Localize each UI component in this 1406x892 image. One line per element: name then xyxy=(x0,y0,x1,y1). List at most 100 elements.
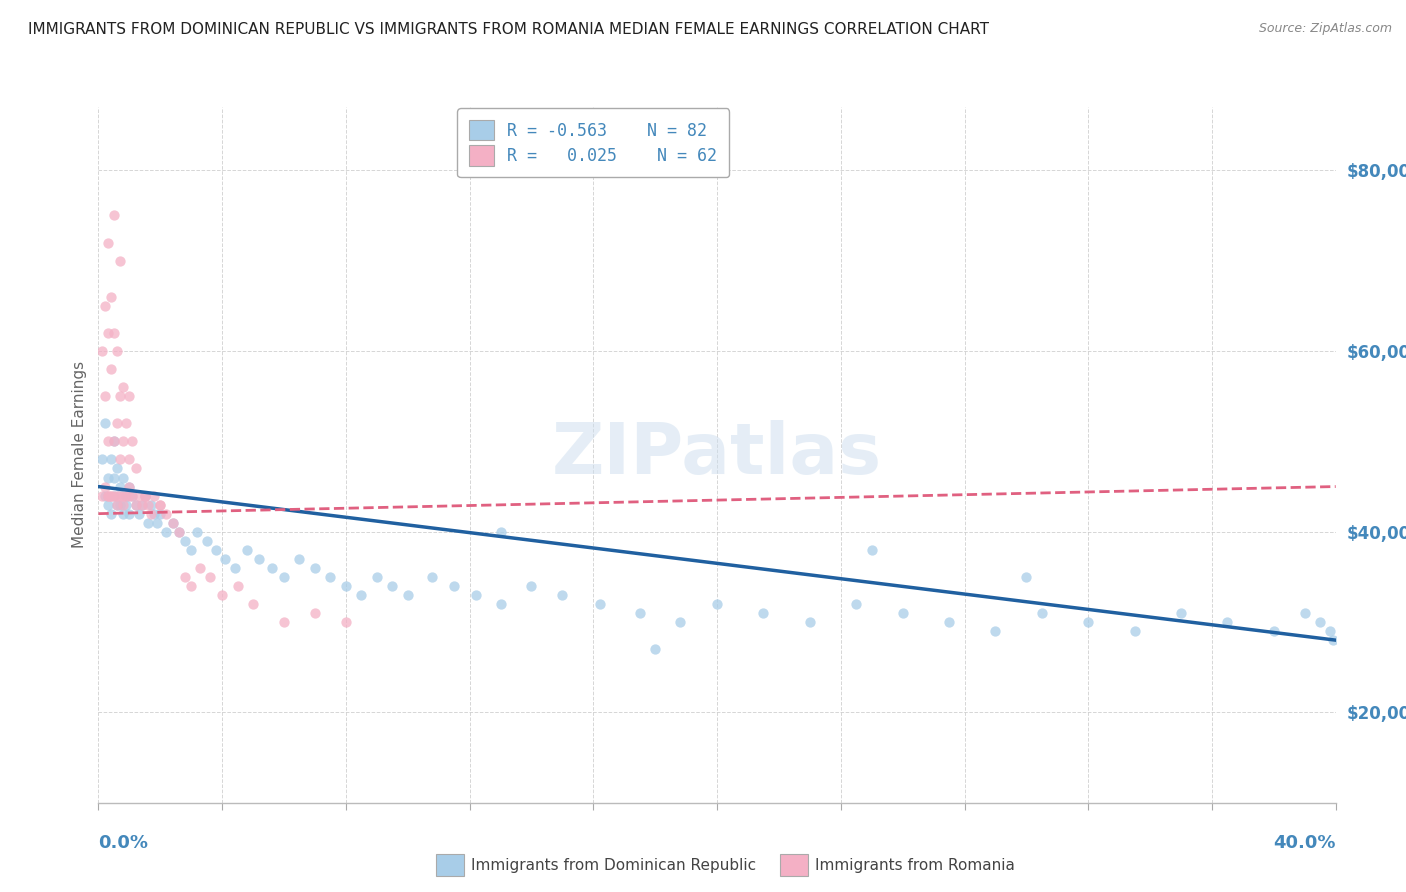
Point xyxy=(134,489,156,503)
Point xyxy=(90,452,112,467)
Point xyxy=(134,489,156,503)
Point xyxy=(149,498,172,512)
Point xyxy=(100,507,122,521)
Point xyxy=(319,570,342,584)
Point xyxy=(174,533,197,548)
Point xyxy=(644,642,666,657)
Point xyxy=(90,344,112,359)
Point xyxy=(131,498,153,512)
Point xyxy=(134,489,156,503)
Point xyxy=(149,507,172,521)
Point xyxy=(396,588,419,602)
Point xyxy=(226,579,249,593)
Point xyxy=(108,452,131,467)
Point xyxy=(139,498,162,512)
Point xyxy=(108,253,131,268)
Point xyxy=(335,579,357,593)
Point xyxy=(489,524,512,539)
Point xyxy=(97,326,120,340)
Point xyxy=(115,489,138,503)
Point xyxy=(105,417,128,431)
Point xyxy=(128,507,150,521)
Point xyxy=(100,452,122,467)
Point xyxy=(162,516,184,530)
Point xyxy=(108,479,131,493)
Point xyxy=(860,542,883,557)
Point xyxy=(304,606,326,620)
Point xyxy=(93,479,115,493)
Point xyxy=(799,615,821,629)
Point xyxy=(115,417,138,431)
Point xyxy=(100,489,122,503)
Point xyxy=(155,524,177,539)
Point xyxy=(1322,633,1344,648)
Point xyxy=(112,434,135,449)
Legend: R = -0.563    N = 82, R =   0.025    N = 62: R = -0.563 N = 82, R = 0.025 N = 62 xyxy=(457,109,730,178)
Point xyxy=(211,588,233,602)
Point xyxy=(115,489,138,503)
Point xyxy=(628,606,651,620)
Point xyxy=(105,461,128,475)
Point xyxy=(103,434,125,449)
Point xyxy=(112,498,135,512)
Point xyxy=(93,489,115,503)
Point xyxy=(108,489,131,503)
Point xyxy=(190,561,212,575)
Point xyxy=(891,606,914,620)
Point xyxy=(1216,615,1239,629)
Point xyxy=(149,498,172,512)
Point xyxy=(1170,606,1192,620)
Point xyxy=(93,389,115,403)
Point xyxy=(588,597,610,611)
Point xyxy=(93,417,115,431)
Point xyxy=(118,507,141,521)
Point xyxy=(214,551,236,566)
Point xyxy=(443,579,465,593)
Point xyxy=(108,389,131,403)
Point xyxy=(118,389,141,403)
Point xyxy=(121,489,143,503)
Point xyxy=(180,542,202,557)
Point xyxy=(97,498,120,512)
Point xyxy=(136,498,159,512)
Point xyxy=(139,507,162,521)
Point xyxy=(97,470,120,484)
Point xyxy=(186,524,208,539)
Point xyxy=(669,615,692,629)
Point xyxy=(103,470,125,484)
Point xyxy=(118,489,141,503)
Point xyxy=(146,516,169,530)
Point xyxy=(97,434,120,449)
Point xyxy=(1319,624,1341,639)
Point xyxy=(350,588,373,602)
Text: ZIPatlas: ZIPatlas xyxy=(553,420,882,490)
Text: IMMIGRANTS FROM DOMINICAN REPUBLIC VS IMMIGRANTS FROM ROMANIA MEDIAN FEMALE EARN: IMMIGRANTS FROM DOMINICAN REPUBLIC VS IM… xyxy=(28,22,988,37)
Point xyxy=(1309,615,1331,629)
Point xyxy=(162,516,184,530)
Point xyxy=(155,507,177,521)
Point xyxy=(236,542,259,557)
Point xyxy=(381,579,404,593)
Point xyxy=(224,561,246,575)
Point xyxy=(121,434,143,449)
Point xyxy=(97,489,120,503)
Point xyxy=(100,489,122,503)
Point xyxy=(288,551,311,566)
Point xyxy=(1263,624,1285,639)
Y-axis label: Median Female Earnings: Median Female Earnings xyxy=(72,361,87,549)
Point xyxy=(143,489,166,503)
Point xyxy=(180,579,202,593)
Point xyxy=(103,489,125,503)
Point xyxy=(115,498,138,512)
Point xyxy=(464,588,486,602)
Point xyxy=(1077,615,1099,629)
Text: Immigrants from Romania: Immigrants from Romania xyxy=(815,858,1015,872)
Point xyxy=(112,470,135,484)
Point xyxy=(124,461,146,475)
Point xyxy=(706,597,728,611)
Point xyxy=(752,606,775,620)
Point xyxy=(335,615,357,629)
Point xyxy=(97,489,120,503)
Point xyxy=(103,434,125,449)
Point xyxy=(1015,570,1038,584)
